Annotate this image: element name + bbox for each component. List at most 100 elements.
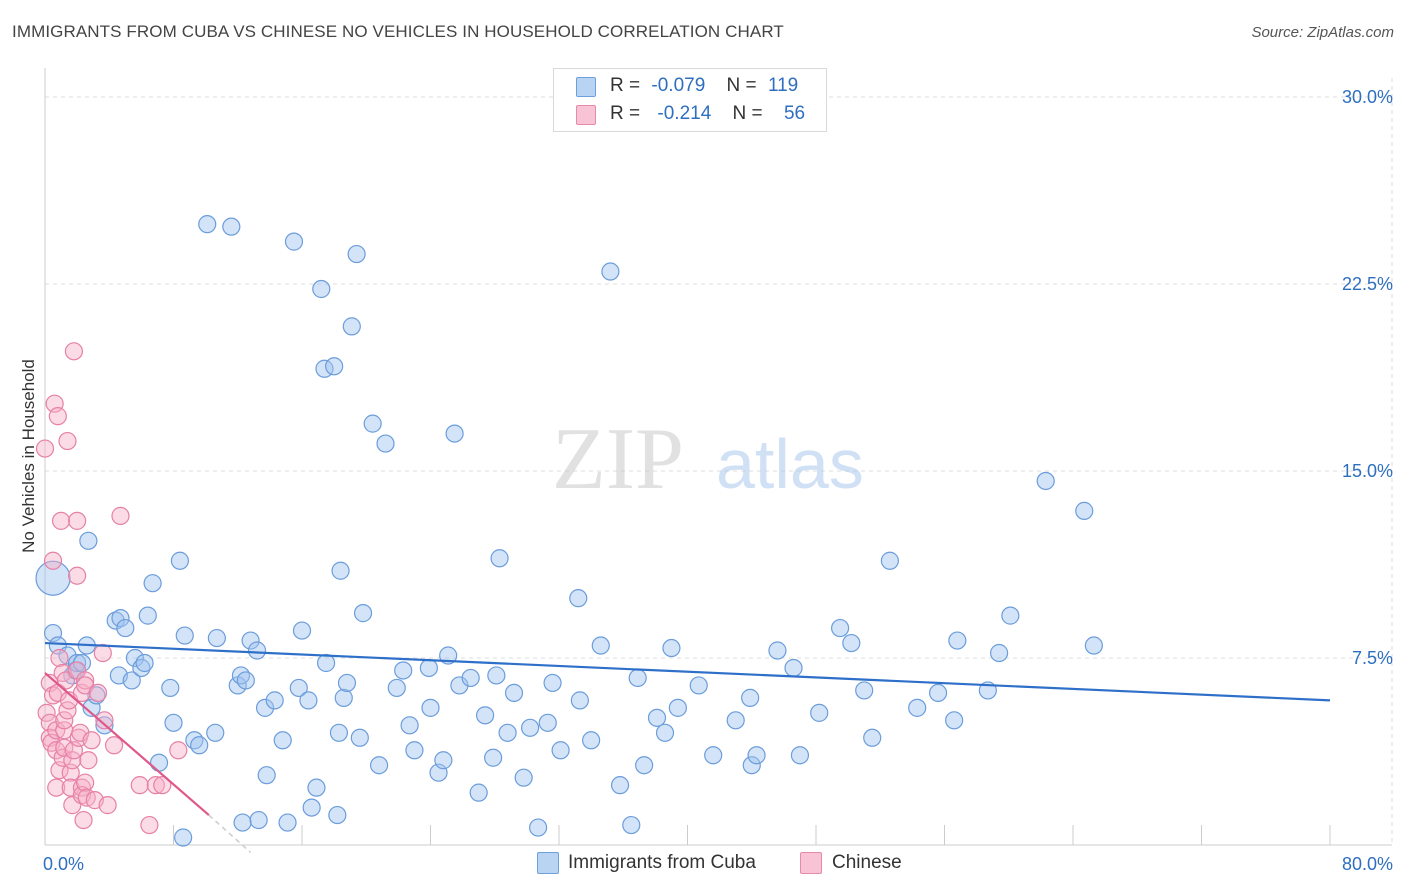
data-point bbox=[174, 828, 193, 847]
data-point bbox=[153, 776, 172, 795]
data-point bbox=[146, 776, 165, 795]
data-point bbox=[1036, 471, 1055, 491]
data-point bbox=[331, 561, 350, 580]
data-point bbox=[334, 688, 353, 707]
data-point bbox=[55, 711, 74, 730]
y-tick-label: 22.5% bbox=[1342, 274, 1393, 294]
data-point bbox=[35, 560, 71, 596]
data-point bbox=[476, 706, 495, 725]
data-point bbox=[582, 731, 601, 750]
data-point bbox=[325, 357, 344, 376]
stats-r-value: -0.079 bbox=[651, 75, 706, 96]
data-point bbox=[363, 414, 382, 433]
data-point bbox=[170, 551, 190, 570]
data-point bbox=[529, 818, 548, 837]
data-point bbox=[273, 731, 292, 750]
series-chinese bbox=[35, 342, 188, 835]
data-point bbox=[138, 606, 157, 625]
stats-r-label: R = bbox=[610, 75, 641, 96]
data-point bbox=[255, 698, 275, 717]
data-point bbox=[928, 683, 948, 703]
data-point bbox=[445, 424, 464, 443]
data-point bbox=[830, 618, 850, 638]
data-point bbox=[82, 731, 101, 750]
data-point bbox=[74, 810, 93, 830]
data-point bbox=[278, 813, 297, 832]
data-point bbox=[265, 691, 284, 710]
data-point bbox=[51, 511, 71, 530]
data-point bbox=[328, 805, 347, 825]
data-point bbox=[307, 778, 326, 797]
data-point bbox=[207, 628, 226, 648]
data-point bbox=[622, 815, 641, 835]
data-point bbox=[241, 631, 260, 650]
data-point bbox=[520, 718, 540, 737]
stats-r-label: R = bbox=[610, 103, 641, 124]
data-point bbox=[768, 641, 787, 660]
data-point bbox=[76, 671, 95, 690]
data-point bbox=[198, 215, 217, 234]
legend-swatch-chinese bbox=[800, 852, 822, 874]
data-point bbox=[130, 776, 149, 795]
data-point bbox=[79, 751, 98, 770]
data-point bbox=[945, 711, 964, 730]
trend-lines bbox=[44, 641, 1331, 854]
chart-title: IMMIGRANTS FROM CUBA VS CHINESE NO VEHIC… bbox=[12, 22, 784, 41]
data-point bbox=[1075, 501, 1094, 520]
data-point bbox=[668, 698, 687, 717]
data-point bbox=[863, 728, 882, 747]
data-point bbox=[538, 713, 557, 732]
data-point bbox=[257, 766, 276, 785]
data-point bbox=[347, 244, 366, 264]
data-point bbox=[48, 407, 67, 426]
stats-legend: R = -0.079 N = 119 R = -0.214 N = 56 bbox=[553, 68, 827, 132]
data-point bbox=[948, 631, 967, 650]
data-point bbox=[704, 746, 723, 765]
data-point bbox=[58, 431, 77, 451]
legend-label-chinese: Chinese bbox=[832, 852, 902, 873]
data-point bbox=[247, 641, 267, 660]
data-point bbox=[47, 778, 66, 797]
data-point bbox=[302, 798, 321, 817]
data-point bbox=[855, 681, 874, 700]
data-point bbox=[104, 736, 124, 755]
data-point bbox=[111, 609, 130, 628]
data-point bbox=[551, 741, 570, 760]
data-point bbox=[206, 723, 225, 742]
data-point bbox=[68, 566, 87, 585]
data-point bbox=[461, 668, 480, 688]
data-point bbox=[350, 728, 369, 747]
trend-line-cuba bbox=[44, 641, 1331, 702]
data-point bbox=[655, 723, 675, 742]
data-point bbox=[63, 796, 82, 815]
data-point bbox=[135, 653, 154, 673]
data-point bbox=[635, 756, 654, 775]
data-point bbox=[222, 217, 241, 236]
legend-swatch-cuba bbox=[537, 852, 559, 874]
data-point bbox=[484, 748, 503, 767]
stats-swatch-cuba bbox=[576, 77, 596, 97]
data-point bbox=[601, 262, 620, 281]
data-point bbox=[164, 713, 183, 732]
data-point bbox=[628, 668, 647, 688]
data-point bbox=[233, 813, 252, 832]
data-point bbox=[68, 653, 87, 673]
data-point bbox=[95, 711, 114, 730]
data-point bbox=[400, 716, 419, 735]
stats-n-label: N = bbox=[726, 75, 757, 96]
data-point bbox=[292, 621, 312, 640]
stats-n-value: 119 bbox=[767, 75, 799, 96]
data-point bbox=[689, 676, 708, 695]
data-point bbox=[106, 611, 125, 630]
data-point bbox=[647, 708, 667, 727]
y-tick-label: 30.0% bbox=[1342, 87, 1393, 107]
data-point bbox=[370, 756, 389, 775]
data-point bbox=[726, 711, 745, 730]
data-point bbox=[35, 439, 55, 458]
data-point bbox=[289, 678, 308, 698]
data-point bbox=[376, 434, 395, 453]
data-point bbox=[149, 753, 169, 772]
data-point bbox=[175, 626, 194, 645]
stats-n-label: N = bbox=[732, 103, 763, 124]
